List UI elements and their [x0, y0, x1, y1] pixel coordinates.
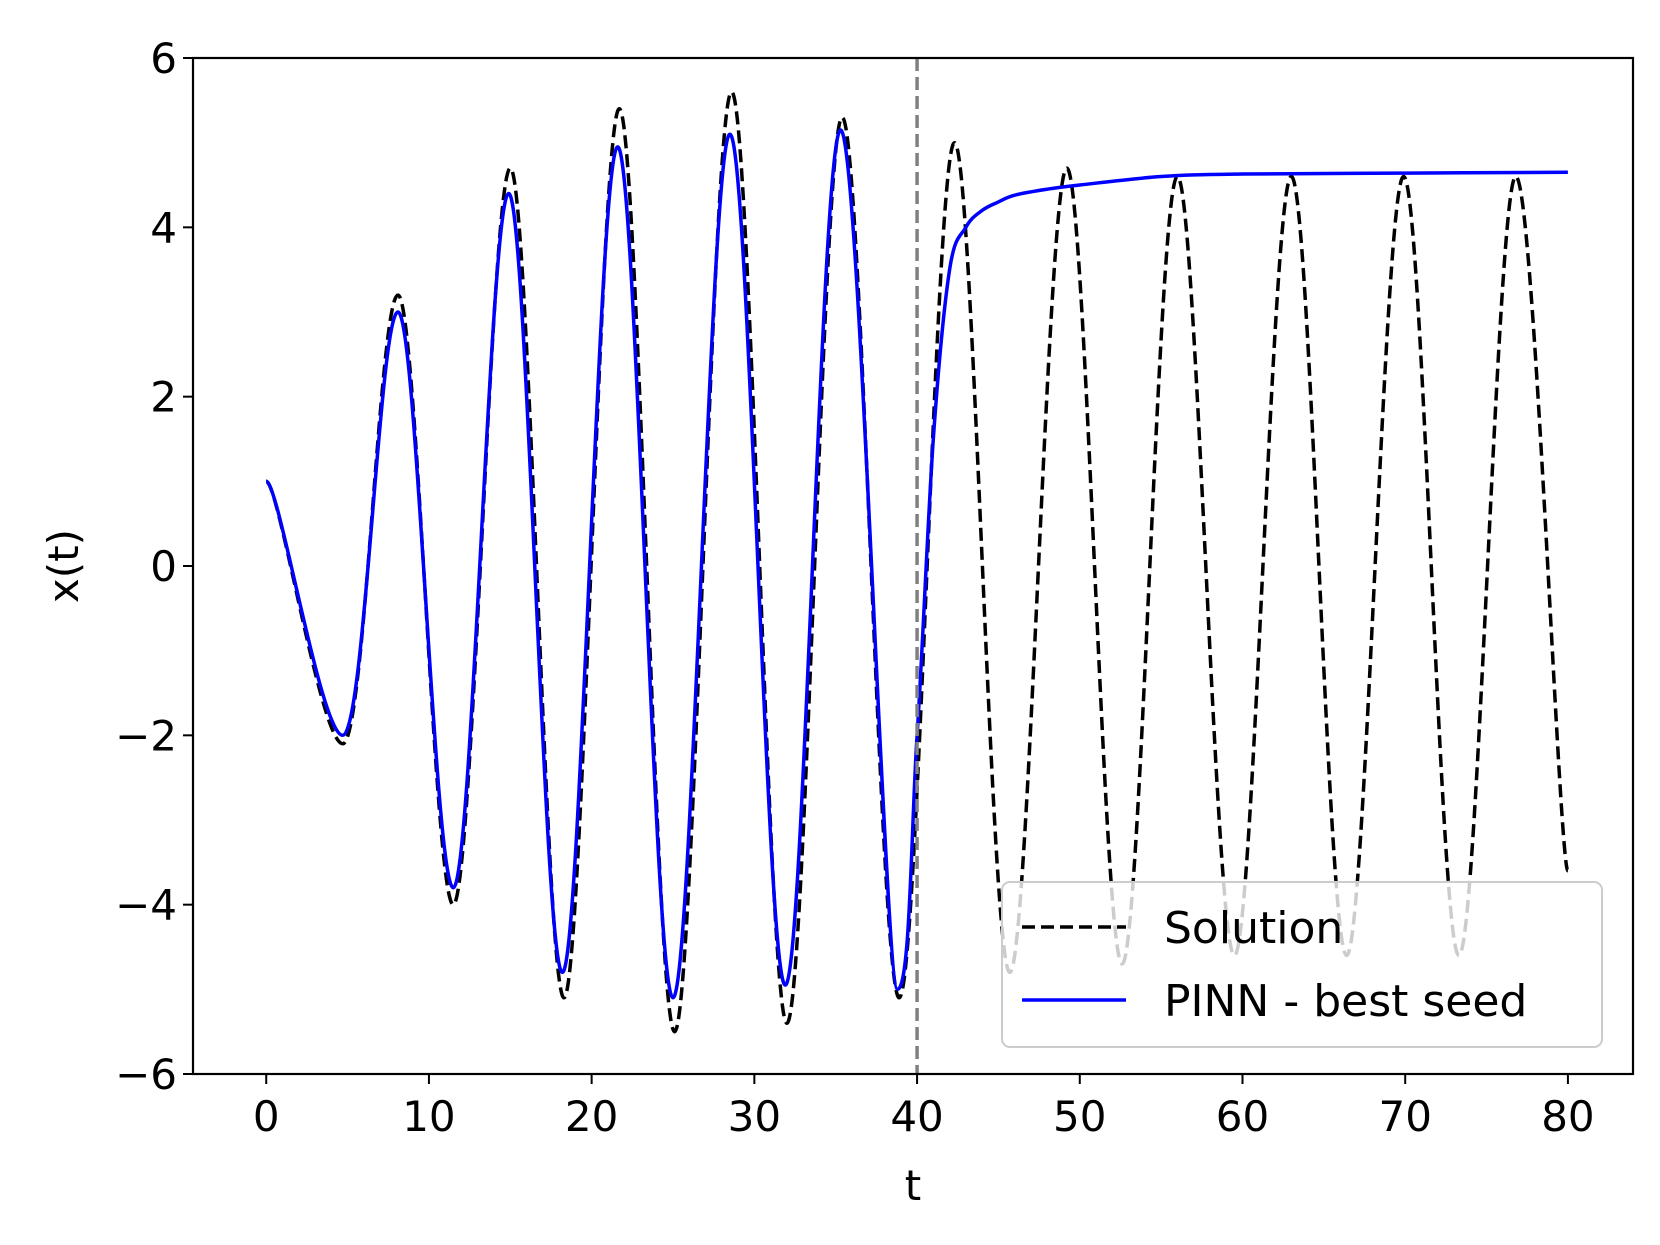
y-tick-label: −6	[115, 1050, 177, 1099]
y-tick-label: 4	[150, 203, 177, 252]
x-tick-label: 60	[1216, 1092, 1269, 1141]
legend-box	[1001, 881, 1603, 1048]
x-tick-label: 50	[1053, 1092, 1106, 1141]
legend: Solution PINN - best seed	[1001, 881, 1603, 1048]
x-tick-label: 70	[1378, 1092, 1431, 1141]
x-tick-label: 10	[402, 1092, 455, 1141]
legend-label-pinn: PINN - best seed	[1164, 976, 1527, 1027]
y-tick-label: 2	[150, 373, 177, 422]
x-tick-label: 30	[728, 1092, 781, 1141]
x-axis: 0 10 20 30 40 50 60 70 80	[253, 1074, 1595, 1141]
y-tick-label: 6	[150, 34, 177, 83]
x-tick-label: 80	[1541, 1092, 1594, 1141]
x-tick-label: 40	[890, 1092, 943, 1141]
y-tick-label: 0	[150, 542, 177, 591]
y-tick-label: −4	[115, 881, 177, 930]
series-line-pinn-best-seed	[264, 128, 1568, 1000]
legend-label-solution: Solution	[1164, 903, 1343, 954]
x-tick-label: 20	[565, 1092, 618, 1141]
x-axis-label: t	[905, 1161, 921, 1210]
x-tick-label: 0	[253, 1092, 280, 1141]
y-axis-label: x(t)	[39, 529, 88, 603]
y-tick-label: −2	[115, 711, 177, 760]
y-axis: 6 4 2 0 −2 −4 −6	[115, 34, 193, 1099]
